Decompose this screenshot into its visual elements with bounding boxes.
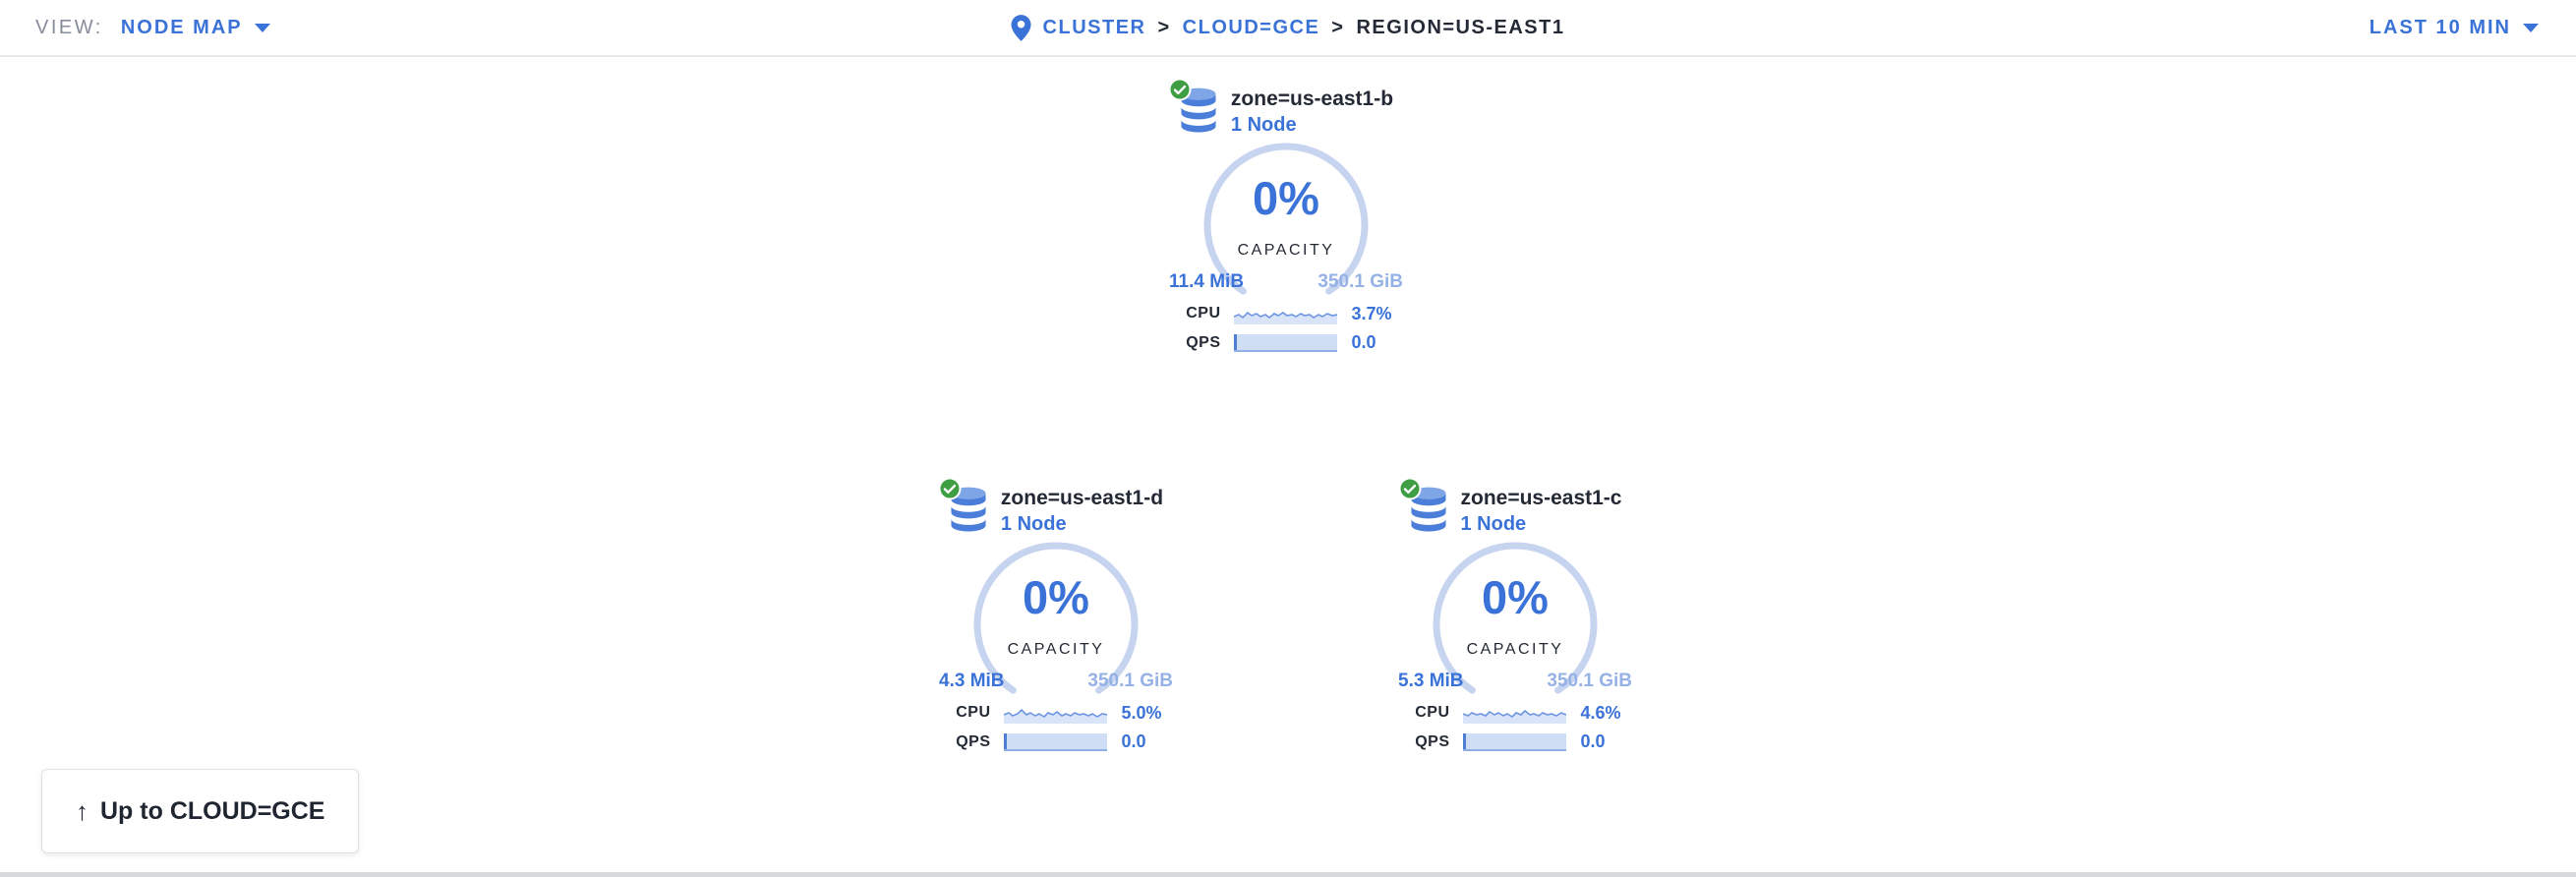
- zone-node-count[interactable]: 1 Node: [1230, 114, 1297, 136]
- database-icon: [1181, 88, 1216, 133]
- capacity-label: CAPACITY: [1237, 242, 1335, 259]
- zone-card-header: zone=us-east1-d 1 Node: [879, 477, 1233, 536]
- time-range-value: LAST 10 MIN: [2369, 16, 2511, 38]
- cpu-row: CPU 5.0%: [879, 702, 1233, 724]
- breadcrumb-separator: >: [1157, 16, 1171, 38]
- zone-icon-wrap: [1398, 477, 1448, 532]
- zone-name: zone=us-east1-d: [1000, 487, 1164, 509]
- capacity-range-labels: 4.3 MiB 350.1 GiB: [939, 671, 1173, 692]
- healthy-check-icon: [1168, 78, 1192, 101]
- cpu-label: CPU: [1415, 704, 1450, 721]
- zone-node-count[interactable]: 1 Node: [1460, 513, 1527, 535]
- zone-name: zone=us-east1-c: [1460, 487, 1622, 509]
- cpu-row: CPU 4.6%: [1338, 702, 1692, 724]
- capacity-range-labels: 11.4 MiB 350.1 GiB: [1169, 271, 1403, 293]
- qps-bar: [1462, 732, 1566, 751]
- cpu-value: 3.7%: [1351, 303, 1392, 323]
- location-pin-icon: [1011, 14, 1031, 41]
- zone-node-count[interactable]: 1 Node: [1000, 513, 1067, 535]
- cpu-label: CPU: [1186, 305, 1221, 322]
- capacity-range-labels: 5.3 MiB 350.1 GiB: [1398, 671, 1632, 692]
- view-group: VIEW: NODE MAP: [35, 17, 270, 39]
- capacity-arc: [1203, 143, 1369, 295]
- qps-row: QPS 0.0: [879, 731, 1233, 752]
- bottom-divider: [0, 872, 2576, 877]
- healthy-check-icon: [1398, 477, 1422, 500]
- capacity-gauge: 0% CAPACITY 5.3 MiB 350.1 GiB: [1398, 537, 1632, 712]
- qps-row: QPS 0.0: [1338, 731, 1692, 752]
- zone-head-text: zone=us-east1-b 1 Node: [1231, 87, 1393, 137]
- zone-icon-wrap: [1168, 78, 1218, 133]
- topbar: VIEW: NODE MAP CLUSTER > CLOUD=GCE > REG…: [0, 0, 2576, 57]
- capacity-gauge: 0% CAPACITY 11.4 MiB 350.1 GiB: [1169, 138, 1403, 313]
- qps-value: 0.0: [1580, 731, 1606, 751]
- capacity-gauge: 0% CAPACITY 4.3 MiB 350.1 GiB: [939, 537, 1173, 712]
- zone-head-text: zone=us-east1-c 1 Node: [1461, 486, 1622, 536]
- qps-value: 0.0: [1351, 332, 1376, 352]
- capacity-percent: 0%: [1482, 571, 1549, 623]
- cpu-value: 5.0%: [1121, 702, 1162, 723]
- capacity-total: 350.1 GiB: [1547, 671, 1632, 691]
- capacity-total: 350.1 GiB: [1087, 671, 1173, 691]
- zone-icon-wrap: [938, 477, 988, 532]
- chevron-down-icon: [254, 23, 270, 32]
- zone-head-text: zone=us-east1-d 1 Node: [1001, 486, 1163, 536]
- breadcrumb-region-current: REGION=US-EAST1: [1356, 16, 1565, 38]
- cpu-row: CPU 3.7%: [1109, 303, 1463, 324]
- breadcrumb-separator: >: [1331, 16, 1345, 38]
- cpu-sparkline: [1003, 702, 1107, 724]
- qps-label: QPS: [956, 732, 991, 750]
- cpu-value: 4.6%: [1580, 702, 1621, 723]
- cpu-label: CPU: [956, 704, 991, 721]
- capacity-total: 350.1 GiB: [1317, 271, 1403, 292]
- chevron-down-icon: [2523, 23, 2539, 32]
- capacity-used: 11.4 MiB: [1169, 271, 1245, 292]
- cpu-sparkline: [1462, 702, 1566, 724]
- up-button-label: Up to CLOUD=GCE: [100, 796, 325, 825]
- capacity-percent: 0%: [1023, 571, 1089, 623]
- zone-name: zone=us-east1-b: [1230, 88, 1394, 110]
- cpu-sparkline: [1233, 303, 1337, 324]
- qps-bar: [1003, 732, 1107, 751]
- breadcrumb-cloud-gce[interactable]: CLOUD=GCE: [1182, 16, 1320, 38]
- view-label: VIEW:: [35, 16, 103, 38]
- up-arrow-icon: ↑: [76, 796, 88, 826]
- zone-card-header: zone=us-east1-c 1 Node: [1338, 477, 1692, 536]
- breadcrumb: CLUSTER > CLOUD=GCE > REGION=US-EAST1: [1011, 14, 1565, 41]
- view-selector-value: NODE MAP: [120, 16, 243, 38]
- capacity-label: CAPACITY: [1466, 641, 1564, 658]
- up-to-cloud-gce-button[interactable]: ↑ Up to CLOUD=GCE: [41, 769, 360, 853]
- qps-bar-fill: [1003, 732, 1007, 749]
- qps-row: QPS 0.0: [1109, 332, 1463, 353]
- breadcrumb-cluster[interactable]: CLUSTER: [1042, 16, 1146, 38]
- capacity-used: 4.3 MiB: [939, 671, 1005, 691]
- qps-bar: [1233, 333, 1337, 352]
- view-selector[interactable]: NODE MAP: [121, 17, 270, 39]
- capacity-arc: [1433, 542, 1598, 694]
- qps-value: 0.0: [1121, 731, 1146, 751]
- qps-bar-fill: [1462, 732, 1466, 749]
- time-range-selector[interactable]: LAST 10 MIN: [2370, 17, 2539, 39]
- zone-card[interactable]: zone=us-east1-c 1 Node 0% CAPACITY 5.3 M…: [1338, 477, 1692, 763]
- qps-label: QPS: [1415, 732, 1450, 750]
- zone-card-header: zone=us-east1-b 1 Node: [1109, 78, 1463, 137]
- capacity-used: 5.3 MiB: [1398, 671, 1464, 691]
- capacity-arc: [973, 542, 1139, 694]
- capacity-label: CAPACITY: [1007, 641, 1105, 658]
- qps-label: QPS: [1186, 333, 1221, 351]
- capacity-percent: 0%: [1253, 172, 1319, 224]
- qps-bar-fill: [1233, 333, 1237, 350]
- zone-card[interactable]: zone=us-east1-b 1 Node 0% CAPACITY 11.4 …: [1109, 78, 1463, 364]
- healthy-check-icon: [938, 477, 962, 500]
- zone-card[interactable]: zone=us-east1-d 1 Node 0% CAPACITY 4.3 M…: [879, 477, 1233, 763]
